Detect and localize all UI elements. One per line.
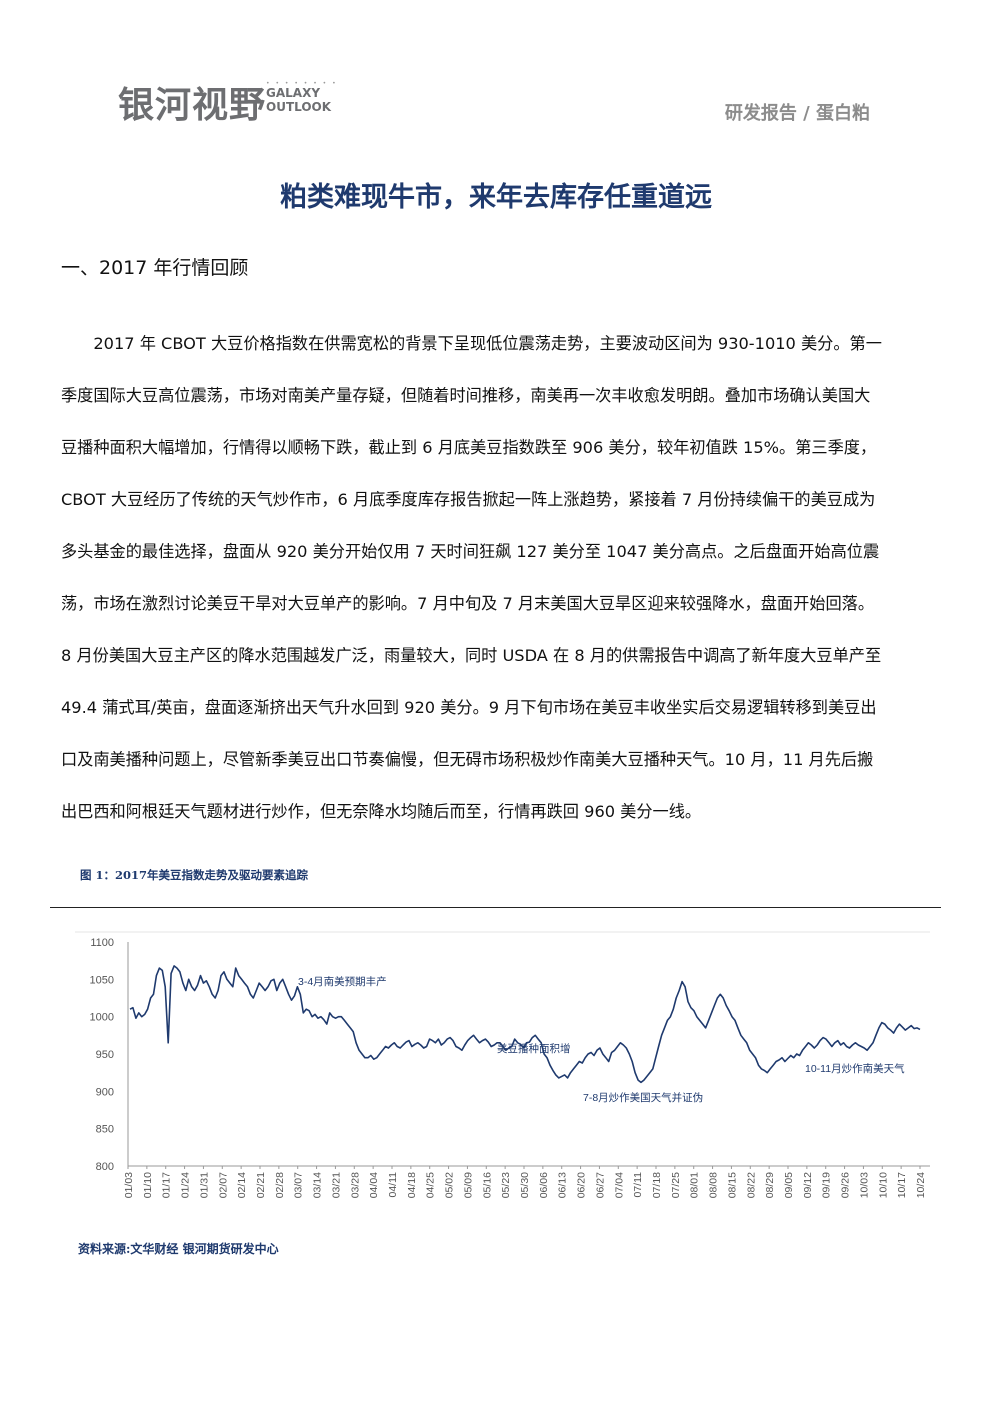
section-heading: 一、2017 年行情回顾	[61, 257, 249, 279]
x-tick-label: 06/20	[576, 1172, 588, 1198]
x-tick-label: 09/05	[783, 1172, 795, 1198]
x-tick-label: 02/07	[217, 1172, 229, 1198]
x-tick-label: 10/17	[896, 1172, 908, 1198]
paragraph-line: CBOT 大豆经历了传统的天气炒作市，6 月底季度库存报告掀起一阵上涨趋势，紧接…	[61, 490, 876, 509]
y-axis: 1100 1050 1000 950 900 850 800	[90, 937, 129, 1173]
soybean-index-chart: 1100 1050 1000 950 900 850 800 01/03 01/10 01/17…	[50, 928, 942, 1228]
x-tick-label: 08/29	[764, 1172, 776, 1198]
x-tick-label: 03/28	[349, 1172, 361, 1198]
y-tick-label: 850	[96, 1124, 114, 1136]
x-tick-label: 01/24	[180, 1172, 192, 1198]
report-category: 研发报告 / 蛋白粕	[724, 103, 870, 124]
x-tick-label: 10/03	[858, 1172, 870, 1198]
annotation-sa-weather: 10-11月炒作南美天气	[805, 1062, 905, 1075]
x-tick-label: 04/04	[368, 1172, 380, 1198]
x-tick-label: 09/26	[840, 1172, 852, 1198]
logo-english-line1: GALAXY	[266, 86, 321, 100]
x-tick-label: 05/02	[444, 1172, 456, 1198]
y-tick-label: 800	[96, 1161, 114, 1173]
x-tick-label: 02/14	[236, 1172, 248, 1198]
x-tick-label: 07/04	[613, 1172, 625, 1198]
y-tick-label: 900	[96, 1086, 114, 1098]
x-tick-label: 07/11	[632, 1172, 644, 1198]
report-title: 粕类难现牛市，来年去库存任重道远	[280, 182, 712, 213]
x-tick-label: 08/01	[689, 1172, 701, 1198]
x-tick-label: 02/21	[255, 1172, 267, 1198]
x-tick-label: 03/14	[312, 1172, 324, 1198]
x-tick-label: 10/24	[915, 1172, 927, 1198]
source-note: 资料来源:文华财经 银河期货研发中心	[78, 1242, 279, 1256]
figure-caption: 图 1：2017年美豆指数走势及驱动要素追踪	[80, 868, 309, 882]
paragraph-line: 2017 年 CBOT 大豆价格指数在供需宽松的背景下呈现低位震荡走势，主要波动…	[61, 334, 882, 353]
annotation-us-weather: 7-8月炒作美国天气并证伪	[583, 1091, 703, 1104]
x-tick-label: 04/18	[406, 1172, 418, 1198]
annotation-planting-area: 美豆播种面积增	[497, 1042, 571, 1055]
page-header: 银河视野 • • • • • • • • GALAXY OUTLOOK 研发报告…	[0, 0, 992, 140]
x-tick-label: 08/08	[708, 1172, 720, 1198]
x-tick-label: 04/11	[387, 1172, 399, 1198]
x-tick-label: 10/10	[877, 1172, 889, 1198]
x-tick-label: 05/16	[481, 1172, 493, 1198]
body-paragraph: 2017 年 CBOT 大豆价格指数在供需宽松的背景下呈现低位震荡走势，主要波动…	[61, 318, 933, 838]
paragraph-line: 8 月份美国大豆主产区的降水范围越发广泛，雨量较大，同时 USDA 在 8 月的…	[61, 646, 882, 665]
x-tick-label: 09/12	[802, 1172, 814, 1198]
logo-dots: • • • • • • • •	[266, 80, 338, 87]
x-tick-label: 03/21	[330, 1172, 342, 1198]
paragraph-line: 荡，市场在激烈讨论美豆干旱对大豆单产的影响。7 月中旬及 7 月末美国大豆旱区迎…	[61, 594, 875, 613]
x-tick-label: 03/07	[293, 1172, 305, 1198]
x-tick-label: 01/10	[142, 1172, 154, 1198]
x-tick-label: 04/25	[425, 1172, 437, 1198]
paragraph-line: 出巴西和阿根廷天气题材进行炒作，但无奈降水均随后而至，行情再跌回 960 美分一…	[61, 802, 702, 821]
y-tick-label: 1000	[90, 1012, 114, 1024]
paragraph-line: 豆播种面积大幅增加，行情得以顺畅下跌，截止到 6 月底美豆指数跌至 906 美分…	[61, 438, 877, 457]
y-tick-label: 1050	[90, 974, 114, 986]
annotation-south-america-harvest: 3-4月南美预期丰产	[298, 975, 387, 988]
x-tick-label: 08/15	[726, 1172, 738, 1198]
series-line	[129, 965, 921, 1084]
x-tick-label: 06/13	[557, 1172, 569, 1198]
x-tick-label: 08/22	[745, 1172, 757, 1198]
x-tick-label: 06/27	[594, 1172, 606, 1198]
chart-svg: 1100 1050 1000 950 900 850 800 01/03 01/10 01/17…	[75, 931, 930, 1198]
x-tick-label: 01/17	[161, 1172, 173, 1198]
x-tick-label: 01/31	[198, 1172, 210, 1198]
x-tick-label: 05/23	[500, 1172, 512, 1198]
figure-divider	[50, 907, 941, 908]
x-tick-label: 06/06	[538, 1172, 550, 1198]
logo-chinese: 银河视野	[118, 85, 267, 126]
paragraph-line: 49.4 蒲式耳/英亩，盘面逐渐挤出天气升水回到 920 美分。9 月下旬市场在…	[61, 698, 877, 717]
y-tick-label: 950	[96, 1049, 114, 1061]
x-axis: 01/03 01/10 01/17 01/24 01/31 02/07 02/14 02/21…	[123, 1165, 930, 1198]
y-tick-label: 1100	[90, 937, 114, 949]
x-tick-label: 05/09	[462, 1172, 474, 1198]
paragraph-line: 多头基金的最佳选择，盘面从 920 美分开始仅用 7 天时间狂飙 127 美分至…	[61, 542, 880, 561]
x-tick-label: 07/18	[651, 1172, 663, 1198]
x-tick-label: 07/25	[670, 1172, 682, 1198]
x-tick-label: 01/03	[123, 1172, 135, 1198]
logo-english-line2: OUTLOOK	[266, 100, 332, 114]
paragraph-line: 口及南美播种问题上，尽管新季美豆出口节奏偏慢，但无碍市场积极炒作南美大豆播种天气…	[61, 750, 874, 769]
paragraph-line: 季度国际大豆高位震荡，市场对南美产量存疑，但随着时间推移，南美再一次丰收愈发明朗…	[61, 386, 871, 405]
x-tick-label: 09/19	[821, 1172, 833, 1198]
x-tick-label: 05/30	[519, 1172, 531, 1198]
x-tick-label: 02/28	[274, 1172, 286, 1198]
